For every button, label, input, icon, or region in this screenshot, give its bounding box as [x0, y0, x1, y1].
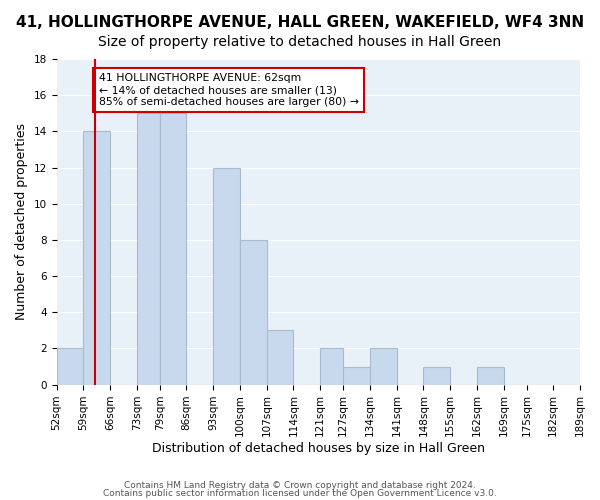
Text: 41 HOLLINGTHORPE AVENUE: 62sqm
← 14% of detached houses are smaller (13)
85% of : 41 HOLLINGTHORPE AVENUE: 62sqm ← 14% of … — [98, 74, 359, 106]
Bar — [240, 240, 266, 384]
Text: Contains public sector information licensed under the Open Government Licence v3: Contains public sector information licen… — [103, 488, 497, 498]
Bar — [320, 348, 343, 384]
Text: Contains HM Land Registry data © Crown copyright and database right 2024.: Contains HM Land Registry data © Crown c… — [124, 481, 476, 490]
Y-axis label: Number of detached properties: Number of detached properties — [15, 124, 28, 320]
Bar — [343, 366, 370, 384]
Bar — [477, 366, 503, 384]
Bar — [424, 366, 450, 384]
Bar — [160, 114, 187, 384]
Bar — [370, 348, 397, 384]
X-axis label: Distribution of detached houses by size in Hall Green: Distribution of detached houses by size … — [152, 442, 485, 455]
Bar — [213, 168, 240, 384]
Bar — [137, 114, 160, 384]
Bar — [83, 132, 110, 384]
Text: Size of property relative to detached houses in Hall Green: Size of property relative to detached ho… — [98, 35, 502, 49]
Bar — [56, 348, 83, 384]
Bar — [266, 330, 293, 384]
Text: 41, HOLLINGTHORPE AVENUE, HALL GREEN, WAKEFIELD, WF4 3NN: 41, HOLLINGTHORPE AVENUE, HALL GREEN, WA… — [16, 15, 584, 30]
